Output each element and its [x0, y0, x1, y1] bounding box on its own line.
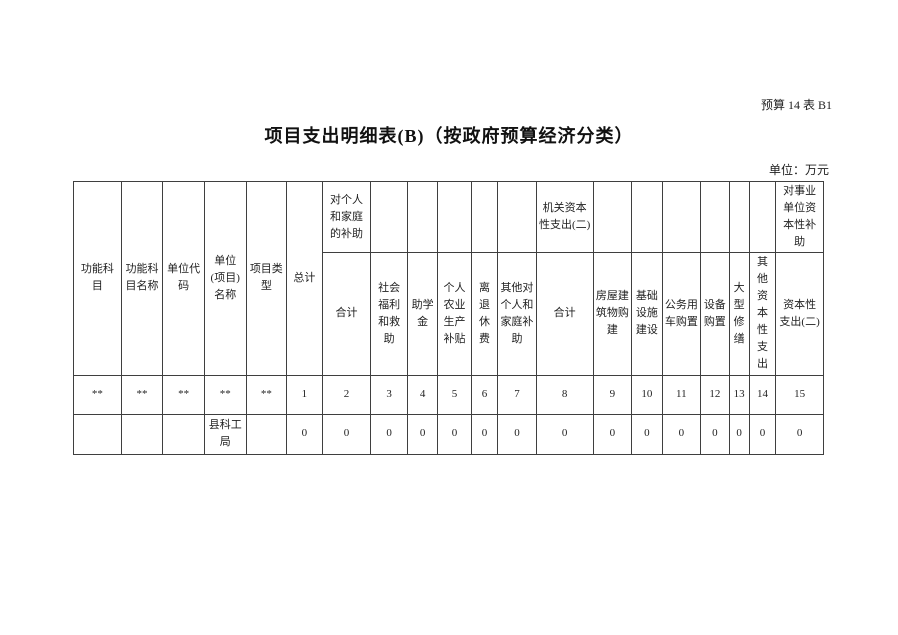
- column-index-cell: 14: [748, 374, 777, 415]
- column-index-cell: 9: [592, 374, 633, 415]
- table-cell: 0: [406, 413, 439, 455]
- group-header-spacer: [631, 180, 663, 254]
- table-row: 县科工局 0 0 0 0 0 0 0 0 0 0 0 0 0 0 0: [73, 413, 824, 455]
- column-header: 功能科目: [73, 181, 122, 376]
- table-cell: 0: [321, 413, 372, 455]
- table-cell: 0: [286, 413, 323, 455]
- group-header-spacer: [470, 180, 499, 254]
- table-cell: [73, 413, 122, 455]
- column-header: 公务用车购置: [661, 252, 702, 376]
- column-header: 设备购置: [700, 252, 730, 376]
- column-index-cell: **: [120, 374, 164, 415]
- column-index-cell: 1: [286, 374, 323, 415]
- column-index-cell: **: [162, 374, 205, 415]
- unit-name-cell: 县科工局: [203, 413, 247, 455]
- table-cell: 0: [661, 413, 702, 455]
- group-header: 对事业单位资本性补助: [775, 180, 824, 254]
- group-header-spacer: [406, 180, 439, 254]
- column-index-cell: 15: [775, 374, 824, 415]
- column-header: 其他资本性支出: [748, 252, 777, 376]
- column-index-cell: **: [73, 374, 122, 415]
- table-cell: 0: [497, 413, 537, 455]
- page-title: 项目支出明细表(B)（按政府预算经济分类）: [264, 126, 634, 146]
- column-header: 合计: [535, 252, 594, 376]
- column-index-cell: 6: [470, 374, 499, 415]
- doc-ref: 预算 14 表 B1: [760, 98, 832, 112]
- column-index-row: ** ** ** ** ** 1 2 3 4 5 6 7 8 9 10 11 1…: [73, 374, 824, 415]
- column-header: 社会福利和救助: [370, 252, 408, 376]
- table-cell: 0: [700, 413, 730, 455]
- table-cell: 0: [470, 413, 499, 455]
- group-header-spacer: [700, 180, 730, 254]
- group-header: 机关资本性支出(二): [535, 180, 594, 254]
- group-header-spacer: [728, 180, 750, 254]
- table-cell: 0: [748, 413, 777, 455]
- column-header: 合计: [321, 252, 372, 376]
- group-header-spacer: [370, 180, 408, 254]
- column-header: 资本性支出(二): [775, 252, 824, 376]
- column-index-cell: 5: [437, 374, 472, 415]
- table-cell: [162, 413, 205, 455]
- column-index-cell: **: [203, 374, 247, 415]
- group-header-spacer: [661, 180, 702, 254]
- column-index-cell: 3: [370, 374, 408, 415]
- table-cell: 0: [535, 413, 594, 455]
- column-header: 总计: [286, 181, 323, 376]
- column-index-cell: 10: [631, 374, 663, 415]
- column-index-cell: 12: [700, 374, 730, 415]
- column-index-cell: 2: [321, 374, 372, 415]
- header-row-group: 功能科目 功能科目名称 单位代码 单位(项目)名称 项目类型 总计 对个人和家庭…: [73, 180, 824, 376]
- group-header-spacer: [592, 180, 633, 254]
- table-cell: 0: [728, 413, 750, 455]
- group-header-spacer: [748, 180, 777, 254]
- column-header: 功能科目名称: [120, 181, 164, 376]
- column-header: 项目类型: [245, 181, 288, 376]
- table-cell: [245, 413, 288, 455]
- budget-table: 功能科目 功能科目名称 单位代码 单位(项目)名称 项目类型 总计 对个人和家庭…: [73, 180, 824, 455]
- table-cell: 0: [631, 413, 663, 455]
- column-index-cell: **: [245, 374, 288, 415]
- column-index-cell: 13: [728, 374, 750, 415]
- table-cell: 0: [370, 413, 408, 455]
- column-header: 离退休费: [470, 252, 499, 376]
- column-header: 房屋建筑物购建: [592, 252, 633, 376]
- header-row-leaf: 合计 社会福利和救助 助学金 个人农业生产补贴 离退休费 其他对个人和家庭补助 …: [74, 252, 824, 376]
- column-index-cell: 8: [535, 374, 594, 415]
- column-header: 大型修缮: [728, 252, 750, 376]
- column-header: 单位代码: [162, 181, 205, 376]
- column-header: 基础设施建设: [631, 252, 663, 376]
- column-index-cell: 7: [497, 374, 537, 415]
- group-header-spacer: [437, 180, 472, 254]
- unit-note: 单位：万元: [768, 163, 829, 177]
- group-header-spacer: [497, 180, 537, 254]
- column-index-cell: 4: [406, 374, 439, 415]
- column-header: 单位(项目)名称: [203, 181, 247, 376]
- table-cell: 0: [437, 413, 472, 455]
- column-header: 助学金: [406, 252, 439, 376]
- column-header: 其他对个人和家庭补助: [497, 252, 537, 376]
- column-header: 个人农业生产补贴: [437, 252, 472, 376]
- group-header: 对个人和家庭的补助: [321, 180, 372, 254]
- table-cell: 0: [775, 413, 824, 455]
- column-index-cell: 11: [661, 374, 702, 415]
- table-cell: [120, 413, 164, 455]
- table-cell: 0: [592, 413, 633, 455]
